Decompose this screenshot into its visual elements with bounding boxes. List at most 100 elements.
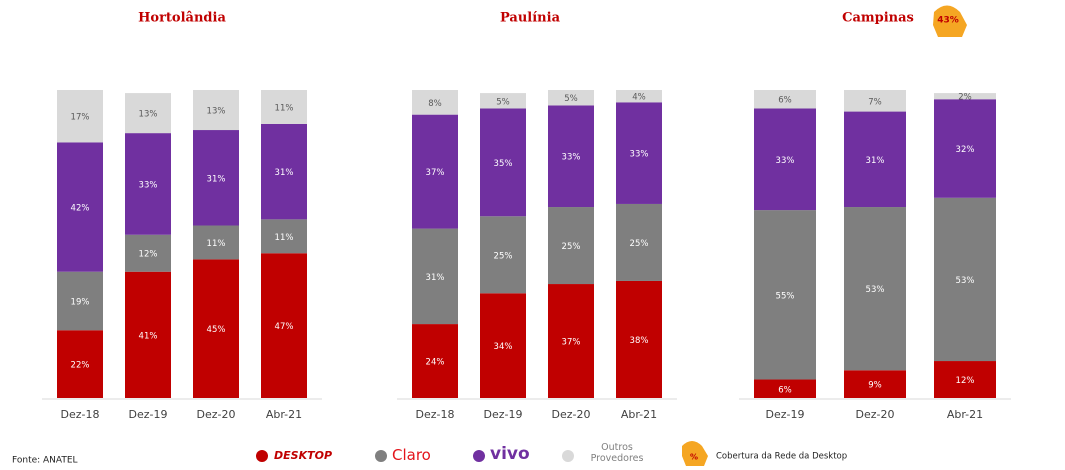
data-label: 2% <box>958 93 972 103</box>
x-tick-label: Dez-20 <box>552 408 591 421</box>
x-tick-label: Dez-18 <box>416 408 455 421</box>
x-tick-label: Dez-19 <box>484 408 523 421</box>
legend-label: Outros Provedores <box>590 442 644 464</box>
data-label: 5% <box>564 94 578 104</box>
data-label: 4% <box>632 93 646 103</box>
bar-segment <box>412 228 458 325</box>
data-label: 11% <box>207 239 226 249</box>
data-label: 45% <box>207 325 226 335</box>
bar-segment <box>125 93 171 134</box>
data-label: 33% <box>139 180 158 190</box>
bar-segment <box>844 111 906 208</box>
data-label: 31% <box>426 273 445 283</box>
data-label: 9% <box>868 381 882 391</box>
bar-segment <box>193 259 239 398</box>
legend-swatch <box>562 450 574 462</box>
x-tick-label: Dez-19 <box>766 408 805 421</box>
bar-segment <box>548 207 594 285</box>
bar-segment <box>934 197 996 362</box>
data-label: 33% <box>562 153 581 163</box>
bar-segment <box>844 207 906 371</box>
legend-label: Claro <box>392 446 431 464</box>
data-label: 55% <box>776 291 795 301</box>
data-label: 33% <box>776 156 795 166</box>
bar-segment <box>125 271 171 398</box>
bar-segment <box>193 130 239 226</box>
bar-segment <box>480 93 526 109</box>
bar-segment <box>57 142 103 272</box>
source: Fonte: ANATEL <box>12 456 78 466</box>
bar-segment <box>193 225 239 260</box>
legend-icon-text: % <box>690 453 698 462</box>
bar-segment <box>548 105 594 208</box>
data-label: 8% <box>428 99 442 109</box>
data-label: 13% <box>207 107 226 117</box>
chart-title: Paulínia <box>500 11 561 26</box>
data-label: 37% <box>426 168 445 178</box>
data-label: 5% <box>496 97 510 107</box>
bar-segment <box>57 90 103 143</box>
chart-title: Campinas <box>842 11 914 26</box>
data-label: 19% <box>71 297 90 307</box>
bar-segment <box>754 90 816 109</box>
bar-segment <box>412 114 458 229</box>
legend-swatch <box>256 450 268 462</box>
data-label: 22% <box>71 361 90 371</box>
bar-segment <box>261 253 307 398</box>
x-tick-label: Dez-20 <box>197 408 236 421</box>
x-tick-label: Abr-21 <box>621 408 657 421</box>
bar-segment <box>412 90 458 115</box>
bar-segment <box>844 90 906 112</box>
data-label: 12% <box>956 376 975 386</box>
bar-segment <box>57 271 103 331</box>
bar-segment <box>480 216 526 294</box>
bar-segment <box>480 108 526 217</box>
x-tick-label: Dez-19 <box>129 408 168 421</box>
bar-segment <box>934 93 996 100</box>
x-tick-label: Dez-20 <box>856 408 895 421</box>
annotation-icon <box>933 5 967 37</box>
data-label: 35% <box>494 159 513 169</box>
bar-segment <box>548 90 594 106</box>
data-label: 17% <box>71 113 90 123</box>
bar-segment <box>616 90 662 103</box>
legend-label: Cobertura da Rede da Desktop <box>716 452 847 462</box>
data-label: 53% <box>956 276 975 286</box>
data-label: 25% <box>562 242 581 252</box>
data-label: 47% <box>275 322 294 332</box>
data-label: 31% <box>207 174 226 184</box>
bar-segment <box>57 330 103 398</box>
bar-segment <box>548 284 594 398</box>
data-label: 12% <box>139 250 158 260</box>
bar-segment <box>480 293 526 398</box>
data-label: 31% <box>275 168 294 178</box>
bar-segment <box>754 379 816 398</box>
bar-segment <box>934 99 996 198</box>
bar-segment <box>125 133 171 235</box>
data-label: 31% <box>866 156 885 166</box>
bar-segment <box>261 90 307 124</box>
data-label: 11% <box>275 103 294 113</box>
bar-segment <box>125 234 171 272</box>
bar-segment <box>754 108 816 211</box>
chart-title: Hortolândia <box>138 11 226 26</box>
data-label: 37% <box>562 338 581 348</box>
bar-segment <box>261 123 307 220</box>
bar-segment <box>754 210 816 380</box>
data-label: 6% <box>778 385 792 395</box>
legend-label: vivo <box>490 444 530 464</box>
data-label: 6% <box>778 96 792 106</box>
data-label: 13% <box>139 110 158 120</box>
data-label: 53% <box>866 285 885 295</box>
data-label: 7% <box>868 97 882 107</box>
data-label: 25% <box>494 251 513 261</box>
data-label: 32% <box>956 145 975 155</box>
bar-segment <box>261 219 307 254</box>
legend-icon <box>682 441 708 466</box>
bar-segment <box>616 203 662 281</box>
x-tick-label: Dez-18 <box>61 408 100 421</box>
bar-segment <box>412 324 458 398</box>
bar-segment <box>616 102 662 204</box>
